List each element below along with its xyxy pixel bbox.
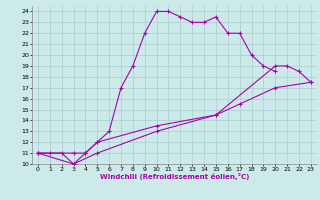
X-axis label: Windchill (Refroidissement éolien,°C): Windchill (Refroidissement éolien,°C) [100, 173, 249, 180]
